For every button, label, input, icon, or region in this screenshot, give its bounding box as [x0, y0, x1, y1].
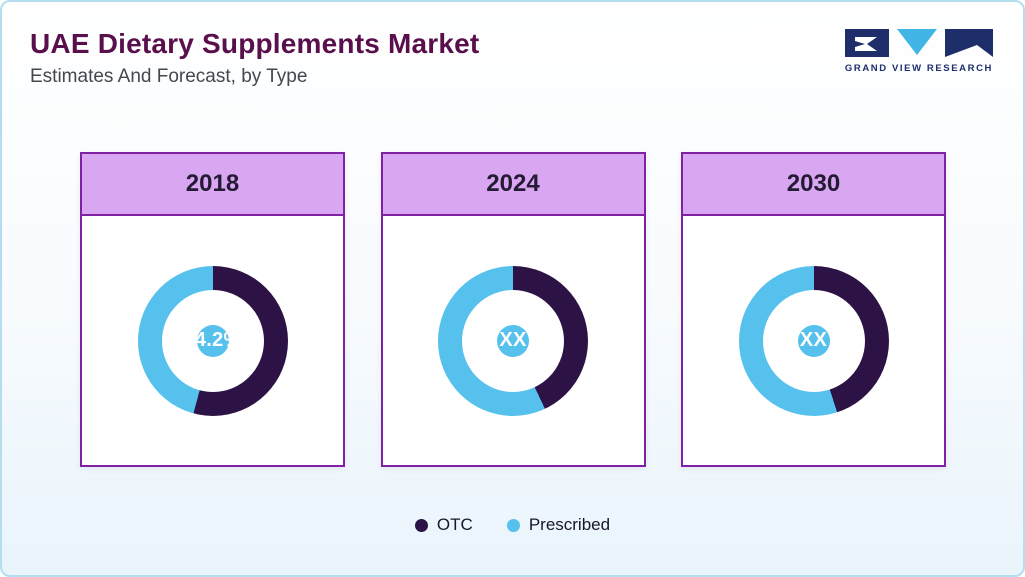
- card-header-2018: 2018: [82, 154, 343, 216]
- page-subtitle: Estimates And Forecast, by Type: [30, 66, 308, 87]
- card-year-label: 2018: [185, 170, 240, 197]
- donut-center-label: XX: [799, 329, 828, 351]
- donut-center-2030: XX: [797, 324, 830, 357]
- donut-center-label: XX: [499, 329, 527, 351]
- card-2030: 2030 XX: [681, 152, 946, 467]
- chart-legend: OTC Prescribed: [2, 515, 1023, 535]
- donut-chart-2018: 54.2%: [137, 265, 288, 416]
- card-header-2024: 2024: [382, 154, 644, 216]
- legend-label-otc: OTC: [436, 515, 473, 534]
- card-body-2024: XX: [383, 216, 644, 465]
- grand-view-research-logo: GRAND VIEW RESEARCH: [843, 28, 993, 74]
- card-year-label: 2024: [486, 170, 540, 197]
- donut-hole: 54.2%: [161, 289, 264, 392]
- donut-center-label: 54.2%: [183, 329, 242, 351]
- page-header: UAE Dietary Supplements Market Estimates…: [30, 28, 479, 88]
- prescribed-legend-dot-icon: [506, 518, 520, 532]
- donut-hole: XX: [762, 289, 865, 392]
- card-2018: 2018 54.2%: [80, 152, 345, 467]
- donut-chart-2030: XX: [738, 265, 889, 416]
- legend-item-otc: OTC: [414, 515, 473, 535]
- card-body-2030: XX: [683, 216, 944, 465]
- card-year-label: 2030: [786, 170, 841, 197]
- gvr-logo-icon: [845, 29, 993, 57]
- card-2024: 2024 XX: [380, 152, 646, 467]
- card-body-2018: 54.2%: [82, 216, 343, 465]
- donut-chart-2024: XX: [438, 265, 588, 416]
- donut-center-2024: XX: [497, 324, 529, 357]
- donut-center-2018: 54.2%: [183, 324, 241, 357]
- donut-hole: XX: [462, 289, 564, 392]
- gvr-logo-text: GRAND VIEW RESEARCH: [844, 63, 993, 74]
- otc-legend-dot-icon: [414, 518, 428, 532]
- legend-item-prescribed: Prescribed: [506, 515, 611, 535]
- year-cards: 2018 54.2% 2024: [80, 152, 946, 467]
- legend-label-prescribed: Prescribed: [528, 515, 611, 534]
- card-header-2030: 2030: [683, 154, 944, 216]
- page-title: UAE Dietary Supplements Market: [30, 28, 480, 59]
